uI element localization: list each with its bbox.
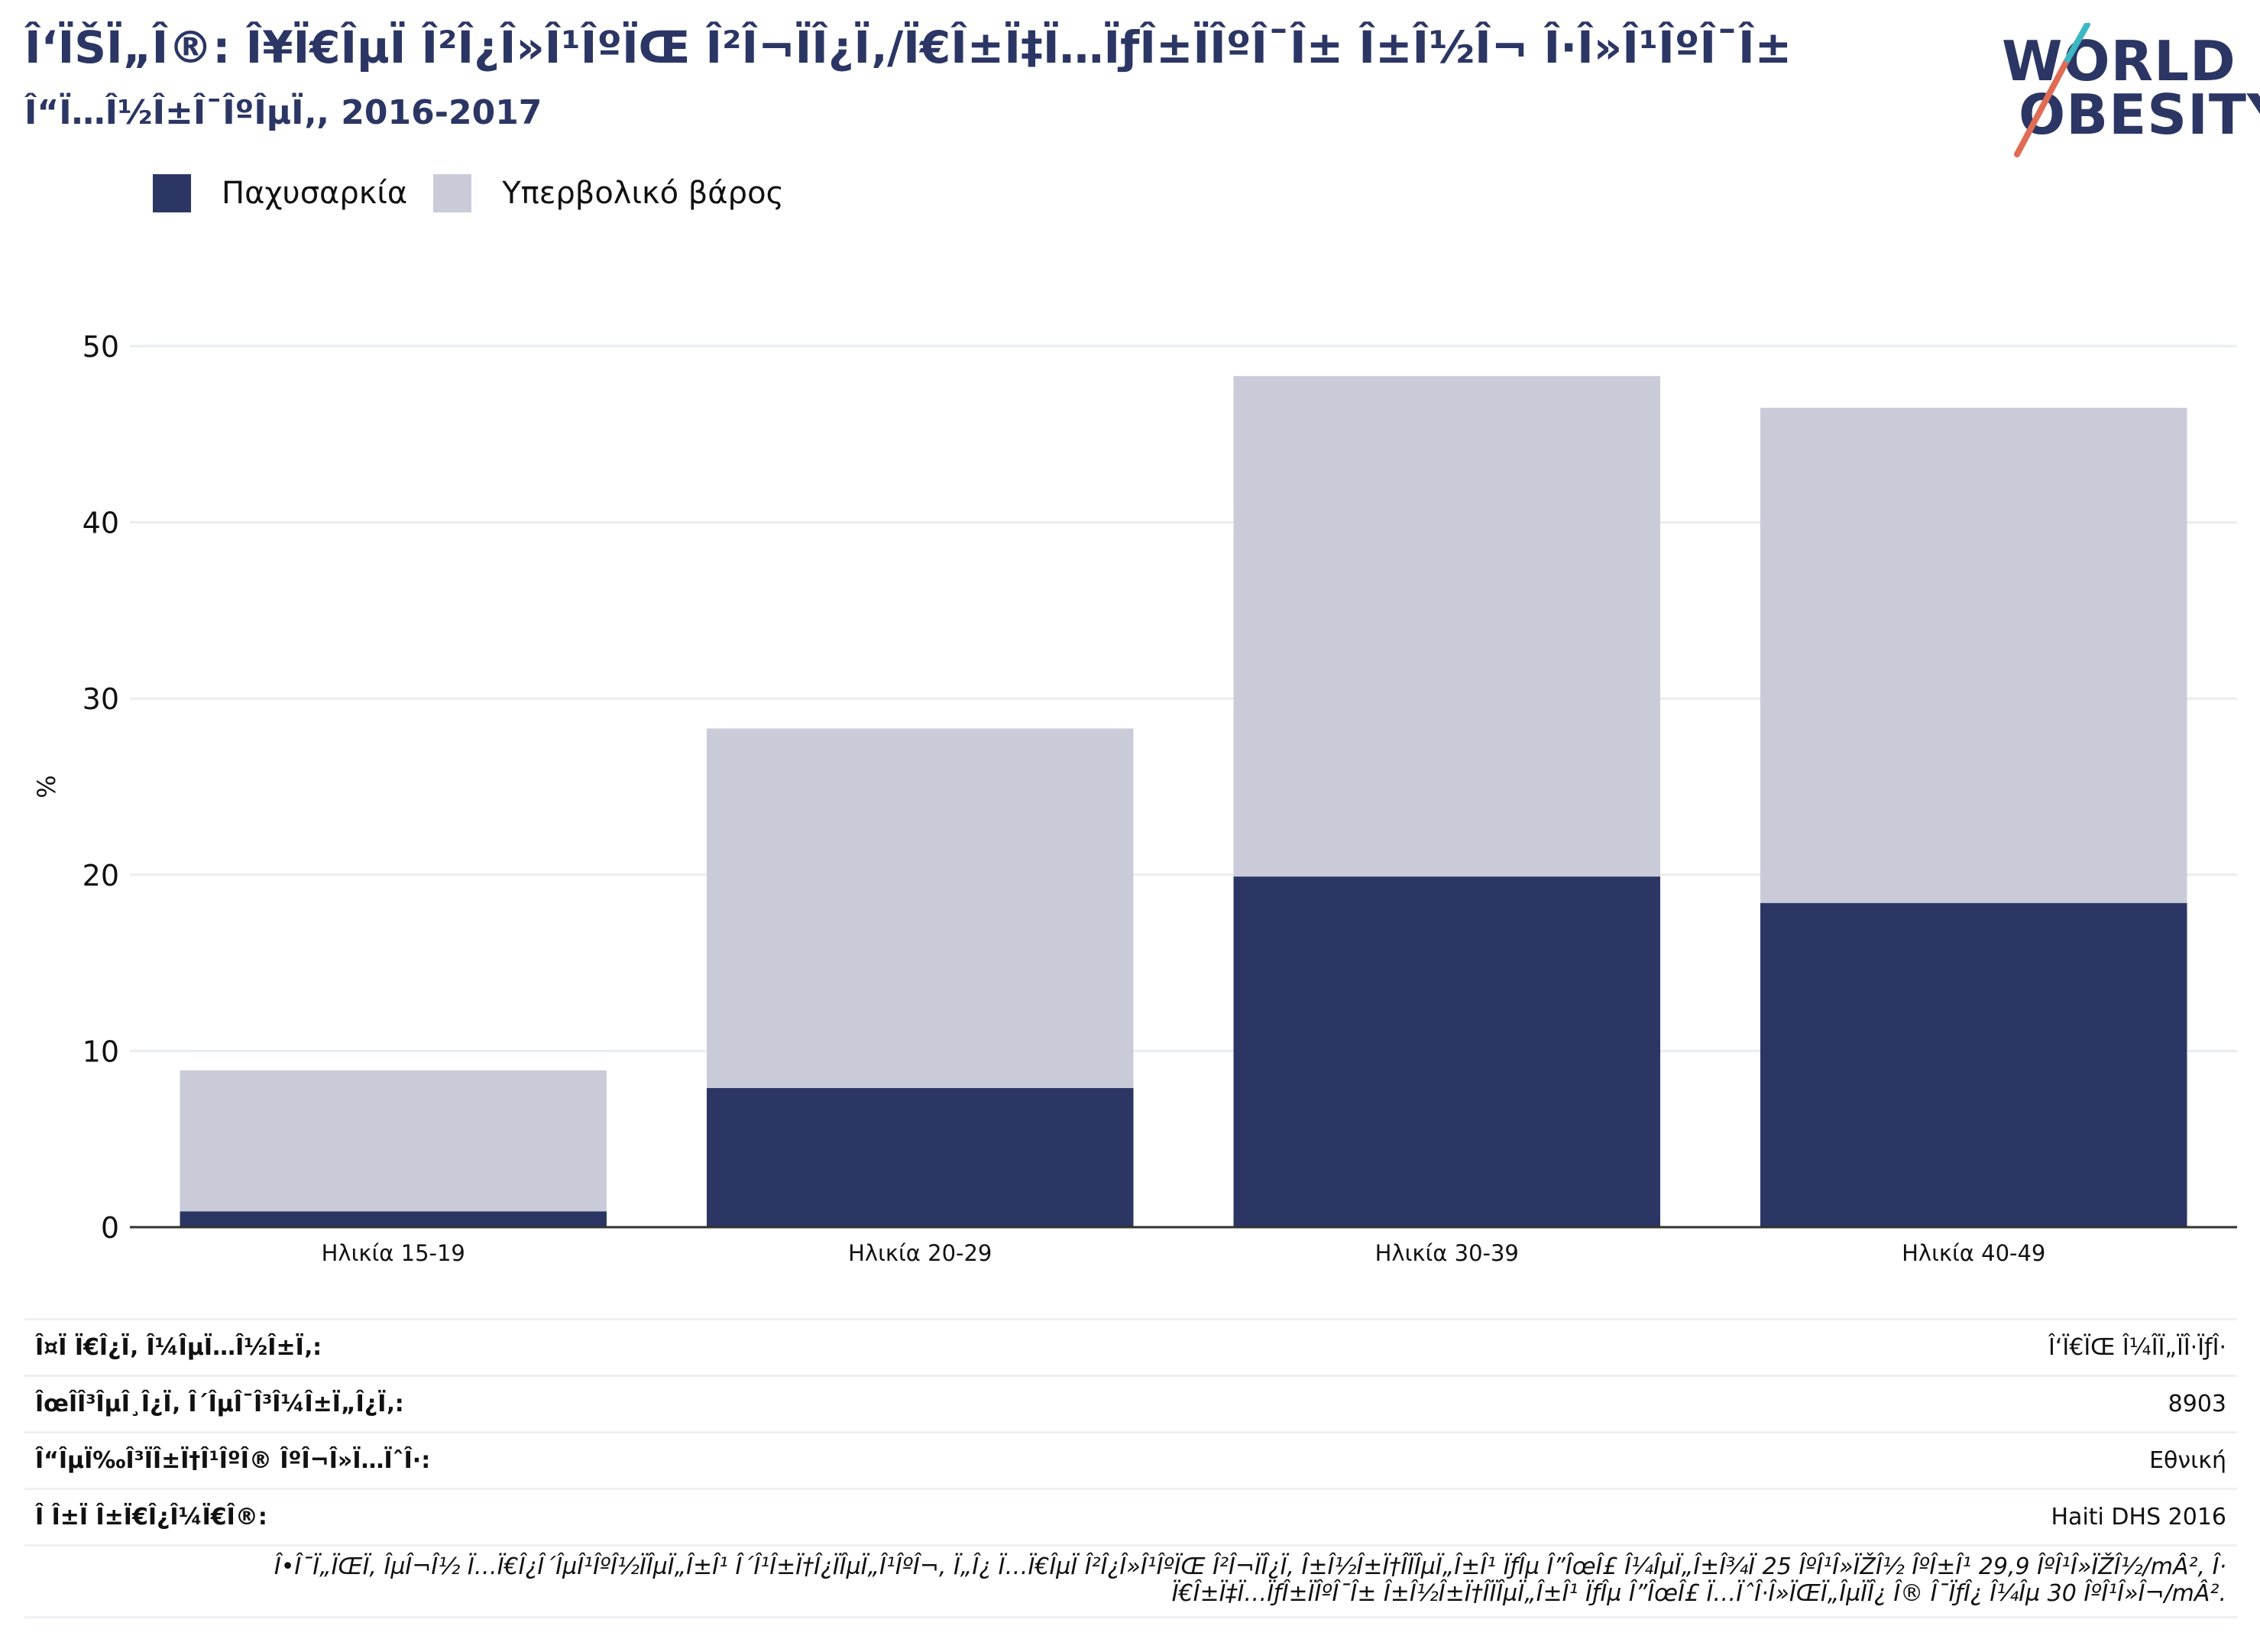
info-row-sample-size: ÎœÎ­Î³ÎµÎ¸Î¿Ï‚ Î´ÎµÎ¯Î³Î¼Î±Ï„Î¿Ï‚: 8903 — [24, 1375, 2237, 1431]
chart-title: Î‘ÏŠÏ„Î®: Î¥Ï€ÎµÏ Î²Î¿Î»Î¹ÎºÏŒ Î²Î¬ÏÎ¿Ï‚… — [24, 21, 1792, 73]
info-row-coverage: Î“ÎµÏ‰Î³ÏÎ±Ï†Î¹ÎºÎ® ÎºÎ¬Î»Ï…ÏˆÎ·: Εθνική — [24, 1431, 2237, 1488]
info-value: Î‘Ï€ÏŒ Î¼Î­Ï„ÏÎ·ÏƒÎ· — [2048, 1334, 2226, 1361]
info-label: Î¤Ï Ï€Î¿Ï‚ Î¼ÎµÏ…Î½Î±Ï‚: — [35, 1334, 322, 1361]
bar-overweight — [180, 1070, 607, 1212]
info-label: Î“ÎµÏ‰Î³ÏÎ±Ï†Î¹ÎºÎ® ÎºÎ¬Î»Ï…ÏˆÎ·: — [35, 1447, 431, 1474]
legend-item-overweight: Υπερβολικό βάρος — [433, 174, 784, 212]
info-value: 8903 — [2168, 1391, 2226, 1417]
info-label: ÎœÎ­Î³ÎµÎ¸Î¿Ï‚ Î´ÎµÎ¯Î³Î¼Î±Ï„Î¿Ï‚: — [35, 1391, 404, 1417]
info-row-measure-type: Î¤Ï Ï€Î¿Ï‚ Î¼ÎµÏ…Î½Î±Ï‚: Î‘Ï€ÏŒ Î¼Î­Ï„ÏÎ… — [24, 1318, 2237, 1375]
legend-swatch-overweight — [433, 174, 472, 212]
y-tick-label: 30 — [83, 682, 119, 716]
bar-overweight — [707, 728, 1134, 1088]
bar-obesity — [1233, 876, 1660, 1227]
y-tick-label: 20 — [83, 859, 119, 892]
info-value: Εθνική — [2149, 1447, 2226, 1474]
info-row-source: Î Î±Ï Î±Ï€Î¿Î¼Ï€Î®: Haiti DHS 2016 — [24, 1488, 2237, 1544]
footnote-line: Î•Î¯Ï„ÏŒÏ‚ ÎµÎ¬Î½ Ï…Ï€Î¿Î´ÎµÎ¹ÎºÎ½ÏÎµÏ„Î… — [274, 1553, 2226, 1580]
info-value: Haiti DHS 2016 — [2051, 1504, 2227, 1531]
x-tick-label: Ηλικία 40-49 — [1902, 1240, 2045, 1266]
x-tick-label: Ηλικία 15-19 — [322, 1240, 465, 1266]
info-label: Î Î±Ï Î±Ï€Î¿Î¼Ï€Î®: — [35, 1504, 267, 1531]
chart-subtitle: Î“Ï…Î½Î±Î¯ÎºÎµÏ‚, 2016-2017 — [24, 93, 542, 132]
bar-obesity — [707, 1087, 1134, 1227]
logo-word-obesity: OBESITY — [2019, 83, 2260, 147]
x-tick-label: Ηλικία 30-39 — [1375, 1240, 1519, 1266]
y-tick-label: 10 — [83, 1035, 119, 1068]
legend-label-obesity: Παχυσαρκία — [222, 176, 408, 211]
stacked-bar-chart: 0 10 20 30 40 50% Ηλικία 15-19 Ηλικία 20-29 Ηλικ… — [32, 330, 2237, 1266]
y-tick-label: 0 — [101, 1211, 119, 1245]
legend-item-obesity: Παχυσαρκία — [153, 174, 407, 212]
y-tick-label: 40 — [83, 507, 119, 540]
logo-word-world: WORLD — [2002, 29, 2236, 93]
y-tick-label: 50 — [83, 330, 119, 364]
definition-footnote: Î•Î¯Ï„ÏŒÏ‚ ÎµÎ¬Î½ Ï…Ï€Î¿Î´ÎµÎ¹ÎºÎ½ÏÎµÏ„Î… — [24, 1544, 2237, 1618]
bar-overweight — [1760, 407, 2187, 903]
bar-overweight — [1233, 376, 1660, 877]
x-tick-label: Ηλικία 20-29 — [848, 1240, 992, 1266]
footnote-line: Ï€Î±Ï‡Ï…ÏƒÎ±ÏÎºÎ¯Î± Î±Î½Î±Ï†Î­ÏÎµÏ„Î±Î¹ … — [1171, 1579, 2226, 1607]
bar-obesity — [1760, 902, 2187, 1227]
bar-obesity — [180, 1211, 607, 1227]
chart-legend: Παχυσαρκία Υπερβολικό βάρος — [153, 174, 810, 212]
logo-slash-icon — [2014, 23, 2090, 157]
legend-swatch-obesity — [153, 174, 191, 212]
legend-label-overweight: Υπερβολικό βάρος — [502, 176, 785, 211]
world-obesity-logo: WORLD OBESITY — [2002, 23, 2260, 160]
y-axis-label: % — [32, 775, 61, 798]
metadata-table: Î¤Ï Ï€Î¿Ï‚ Î¼ÎµÏ…Î½Î±Ï‚: Î‘Ï€ÏŒ Î¼Î­Ï„ÏÎ… — [24, 1318, 2237, 1618]
